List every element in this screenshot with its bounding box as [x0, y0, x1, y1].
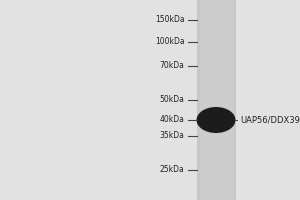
Text: UAP56/DDX39B: UAP56/DDX39B [240, 116, 300, 124]
Ellipse shape [196, 107, 236, 133]
Text: 50kDa: 50kDa [160, 96, 184, 104]
Text: 100kDa: 100kDa [155, 38, 184, 46]
Text: 25kDa: 25kDa [160, 166, 184, 174]
Text: 150kDa: 150kDa [155, 16, 184, 24]
Text: 70kDa: 70kDa [160, 62, 184, 71]
Bar [200, 0, 232, 200]
Text: 35kDa: 35kDa [160, 132, 184, 140]
Text: 40kDa: 40kDa [160, 116, 184, 124]
Bar [196, 0, 236, 200]
